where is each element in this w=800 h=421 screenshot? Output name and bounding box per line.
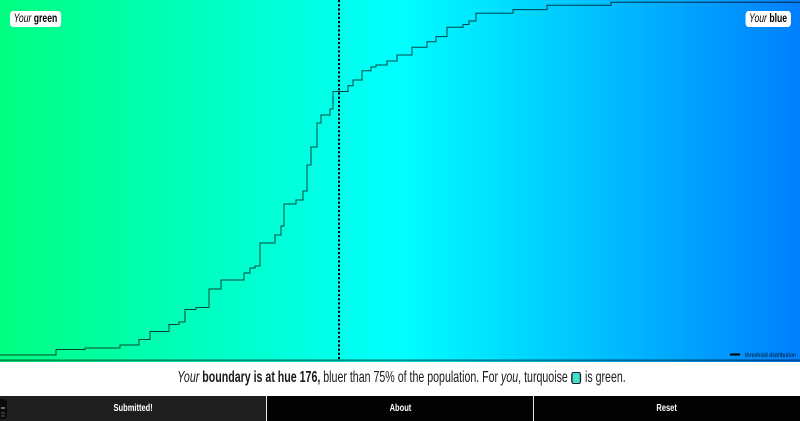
svg-text:threshold distribution: threshold distribution (745, 352, 796, 359)
